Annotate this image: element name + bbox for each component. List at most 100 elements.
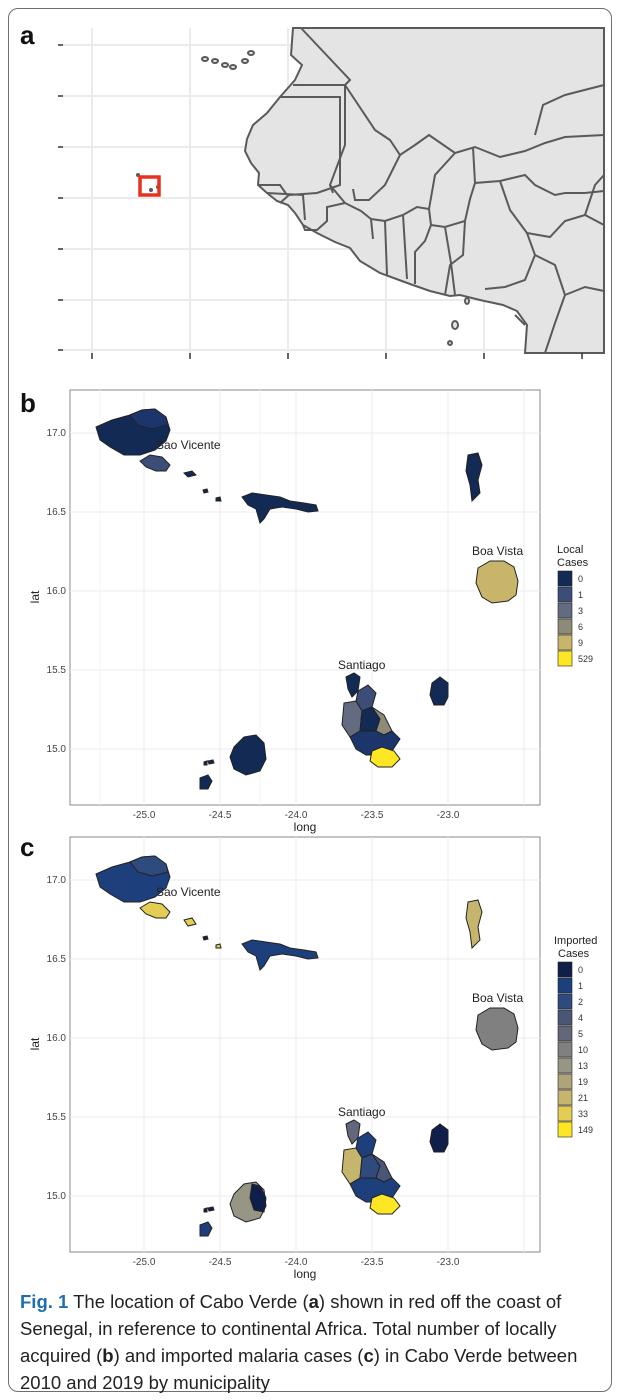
islet-2 xyxy=(215,496,222,502)
fogo-east xyxy=(249,1183,267,1213)
legend-swatch xyxy=(557,1009,573,1026)
caption-text: ) and imported malaria cases ( xyxy=(113,1345,364,1366)
maio xyxy=(429,1123,449,1153)
legend-swatch xyxy=(557,650,573,667)
panel-c-map: Sao Vicente Boa Vista Santiago -25.0 -24… xyxy=(28,836,597,1281)
legend-label: 529 xyxy=(578,654,593,664)
caption-ref-b: b xyxy=(102,1345,114,1366)
santa-luzia xyxy=(183,470,197,478)
x-tick-label: -24.0 xyxy=(285,810,308,821)
legend-label: 3 xyxy=(578,606,583,616)
legend-label: 149 xyxy=(578,1125,593,1135)
sao-nicolau xyxy=(241,492,319,524)
brava xyxy=(199,774,213,790)
figure-caption: Fig. 1 The location of Cabo Verde (a) sh… xyxy=(20,1288,600,1396)
y-tick-label: 15.5 xyxy=(47,665,67,676)
islet-2 xyxy=(215,943,222,949)
sao-vicente xyxy=(139,454,171,472)
legend-swatch xyxy=(557,977,573,994)
gulf-islands xyxy=(447,297,470,346)
legend: Local Cases 0 1 3 6 9 529 xyxy=(557,544,593,667)
legend-title-line1: Imported xyxy=(554,935,597,947)
maio xyxy=(429,676,449,706)
santiago-south xyxy=(369,1193,401,1215)
legend-label: 21 xyxy=(578,1093,588,1103)
legend-swatch xyxy=(557,602,573,619)
x-tick-label: -24.0 xyxy=(285,1257,308,1268)
islands xyxy=(95,408,519,790)
cabo-verde-highlight xyxy=(138,175,161,197)
caption-ref-a: a xyxy=(308,1291,319,1312)
y-tick-label: 15.0 xyxy=(47,744,67,755)
x-tick-label: -23.0 xyxy=(437,810,460,821)
legend-swatch xyxy=(557,1057,573,1074)
islet-4 xyxy=(203,760,208,766)
fogo xyxy=(229,734,267,776)
islet-3 xyxy=(207,1206,215,1212)
sal xyxy=(465,899,483,950)
x-tick-label: -23.5 xyxy=(361,810,384,821)
caption-text: The location of Cabo Verde ( xyxy=(68,1291,309,1312)
y-tick-label: 17.0 xyxy=(47,428,67,439)
x-tick-label: -23.0 xyxy=(437,1257,460,1268)
x-tick-label: -23.5 xyxy=(361,1257,384,1268)
panel-a-axis-ticks xyxy=(58,44,583,359)
legend-swatch xyxy=(557,1105,573,1122)
x-tick-label: -24.5 xyxy=(209,1257,232,1268)
caption-text: ) in Cabo Verde between 2010 and 2019 by… xyxy=(20,1345,578,1393)
canary-islands xyxy=(201,50,255,70)
caption-label: Fig. 1 xyxy=(20,1291,69,1312)
brava xyxy=(199,1221,213,1237)
legend-swatch xyxy=(557,961,573,978)
legend-swatch xyxy=(557,1041,573,1058)
x-tick-label: -25.0 xyxy=(133,810,156,821)
legend-swatch xyxy=(557,634,573,651)
sao-vicente xyxy=(139,901,171,919)
legend-label: 2 xyxy=(578,997,583,1007)
label-sao-vicente: Sao Vicente xyxy=(156,885,221,899)
x-tick-label: -24.5 xyxy=(209,810,232,821)
islet-4 xyxy=(203,1207,208,1213)
legend-label: 10 xyxy=(578,1045,588,1055)
y-axis-label: lat xyxy=(28,590,42,603)
y-tick-labels: 17.0 16.5 16.0 15.5 15.0 xyxy=(47,875,67,1202)
figure-frame xyxy=(8,8,612,1392)
panel-a-letter: a xyxy=(20,20,35,50)
y-axis-label: lat xyxy=(28,1037,42,1050)
y-tick-label: 17.0 xyxy=(47,875,67,886)
x-axis-label: long xyxy=(294,1267,317,1281)
legend-label: 0 xyxy=(578,965,583,975)
legend-label: 5 xyxy=(578,1029,583,1039)
legend-label: 6 xyxy=(578,622,583,632)
y-tick-label: 16.0 xyxy=(47,1033,67,1044)
legend-swatches: 0 1 3 6 9 529 xyxy=(557,570,593,667)
legend-label: 1 xyxy=(578,981,583,991)
panel-b-map: Sao Vicente Boa Vista Santiago -25.0 -24… xyxy=(28,389,593,834)
islet-1 xyxy=(202,488,209,494)
santa-luzia xyxy=(183,917,197,927)
boa-vista xyxy=(475,1007,519,1051)
country-borders xyxy=(258,27,605,354)
legend-label: 33 xyxy=(578,1109,588,1119)
y-tick-labels: 17.0 16.5 16.0 15.5 15.0 xyxy=(47,428,67,755)
label-boa-vista: Boa Vista xyxy=(472,544,523,558)
legend-swatch xyxy=(557,1089,573,1106)
legend-title-line2: Cases xyxy=(557,557,589,569)
santo-antao-east xyxy=(129,408,169,430)
legend-swatch xyxy=(557,1025,573,1042)
x-tick-labels: -25.0 -24.5 -24.0 -23.5 -23.0 xyxy=(133,1257,460,1268)
legend-label: 13 xyxy=(578,1061,588,1071)
x-axis-label: long xyxy=(294,820,317,834)
sao-nicolau xyxy=(241,939,319,971)
legend-swatch xyxy=(557,618,573,635)
panel-b-letter: b xyxy=(20,388,36,418)
africa-landmass xyxy=(243,27,605,354)
label-boa-vista: Boa Vista xyxy=(472,991,523,1005)
legend-label: 4 xyxy=(578,1013,583,1023)
caption-text: ) shown in red off the coast of Senegal,… xyxy=(20,1291,562,1366)
islet-3 xyxy=(207,759,215,765)
legend-swatches: 0 1 2 4 5 10 13 19 21 33 149 xyxy=(557,961,593,1138)
label-santiago: Santiago xyxy=(338,1105,386,1119)
legend-title-line2: Cases xyxy=(558,948,590,960)
